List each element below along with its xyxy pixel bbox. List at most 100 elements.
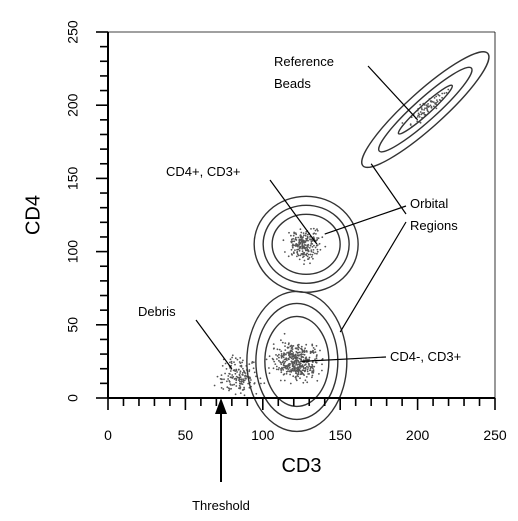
scatter-point	[234, 363, 236, 366]
scatter-point	[299, 377, 301, 380]
scatter-point	[273, 360, 276, 363]
scatter-point	[296, 366, 299, 369]
tick-marks	[96, 31, 496, 410]
scatter-point	[284, 366, 287, 369]
scatter-point	[276, 358, 278, 360]
scatter-point	[304, 369, 307, 372]
scatter-point	[239, 392, 242, 394]
scatter-point	[443, 92, 446, 95]
scatter-point	[299, 362, 302, 365]
scatter-point	[300, 358, 302, 360]
scatter-point	[295, 379, 298, 382]
scatter-point	[280, 363, 283, 366]
scatter-point	[242, 374, 244, 376]
cd4neg-contour-inner	[264, 315, 330, 408]
cd4neg-contour-mid	[255, 302, 339, 421]
annotation-reference-beads-line: Beads	[274, 76, 311, 91]
scatter-point	[284, 360, 287, 363]
scatter-point	[233, 383, 236, 386]
leader-orbital-regions	[324, 205, 407, 235]
scatter-point	[238, 379, 240, 381]
scatter-point	[296, 245, 299, 248]
leader-orbital-regions	[339, 221, 407, 333]
annotation-cd4neg-cd3pos: CD4-, CD3+	[390, 349, 461, 364]
scatter-point	[419, 103, 422, 106]
scatter-point	[241, 361, 244, 364]
scatter-point	[293, 354, 296, 357]
scatter-point	[296, 248, 298, 251]
scatter-point	[283, 373, 286, 375]
y-tick-label: 50	[65, 317, 81, 333]
scatter-point	[310, 242, 313, 245]
scatter-point	[272, 358, 275, 361]
scatter-point	[311, 239, 314, 242]
scatter-point	[248, 363, 251, 365]
scatter-point	[278, 359, 280, 362]
scatter-point	[304, 379, 307, 382]
scatter-point	[298, 249, 301, 252]
scatter-point	[302, 256, 304, 259]
scatter-point	[305, 246, 308, 249]
scatter-point	[423, 112, 426, 114]
scatter-point	[290, 361, 293, 363]
scatter-point	[310, 250, 313, 253]
scatter-point	[265, 358, 268, 361]
scatter-point	[283, 366, 285, 369]
scatter-point	[219, 378, 222, 380]
scatter-point	[234, 372, 237, 375]
scatter-point	[309, 350, 312, 353]
scatter-point	[295, 363, 297, 366]
scatter-point	[310, 249, 313, 252]
scatter-point	[318, 242, 321, 245]
annotations: Reference Beads CD4+, CD3+ Orbital Regions De…	[138, 54, 461, 513]
scatter-point	[224, 372, 227, 375]
scatter-point	[291, 355, 294, 357]
scatter-point	[284, 364, 286, 367]
scatter-point	[243, 394, 246, 397]
scatter-point	[234, 393, 237, 396]
scatter-point	[230, 376, 233, 379]
scatter-point	[239, 376, 242, 378]
scatter-point	[288, 370, 291, 373]
scatter-point	[251, 361, 254, 363]
scatter-point	[299, 367, 302, 369]
scatter-point	[314, 351, 317, 353]
scatter-point	[292, 370, 295, 372]
scatter-point	[235, 385, 238, 387]
scatter-point	[242, 359, 244, 362]
annotation-cd4neg-cd3pos-line: CD4-, CD3+	[390, 349, 461, 364]
scatter-point	[314, 229, 317, 232]
scatter-point	[435, 101, 437, 104]
scatter-point	[312, 347, 315, 349]
scatter-point	[306, 368, 309, 371]
scatter-point	[283, 379, 286, 382]
scatter-point	[290, 238, 293, 241]
scatter-point	[311, 253, 314, 256]
scatter-point	[222, 388, 225, 390]
scatter-point	[305, 376, 308, 378]
scatter-point	[282, 356, 285, 359]
scatter-point	[311, 246, 314, 248]
scatter-point	[314, 252, 316, 255]
scatter-point	[284, 349, 287, 351]
scatter-point	[243, 386, 246, 389]
scatter-point	[283, 332, 286, 335]
scatter-point	[240, 381, 243, 383]
scatter-point	[318, 373, 320, 375]
scatter-point	[312, 370, 315, 372]
scatter-point	[241, 383, 244, 385]
scatter-point	[289, 363, 292, 365]
scatter-point	[302, 369, 305, 372]
beads-contour-outer	[361, 51, 490, 169]
scatter-point	[284, 251, 286, 253]
scatter-point	[301, 365, 304, 367]
scatter-point	[306, 248, 309, 250]
cd4pos-contour-mid	[262, 204, 350, 284]
scatter-point	[305, 231, 308, 233]
annotation-cd4pos-cd3pos: CD4+, CD3+	[166, 164, 240, 179]
scatter-point	[316, 250, 319, 253]
scatter-point	[291, 244, 294, 247]
scatter-point	[300, 355, 303, 358]
scatter-point	[324, 245, 327, 248]
y-axis-title: CD4	[22, 195, 44, 235]
